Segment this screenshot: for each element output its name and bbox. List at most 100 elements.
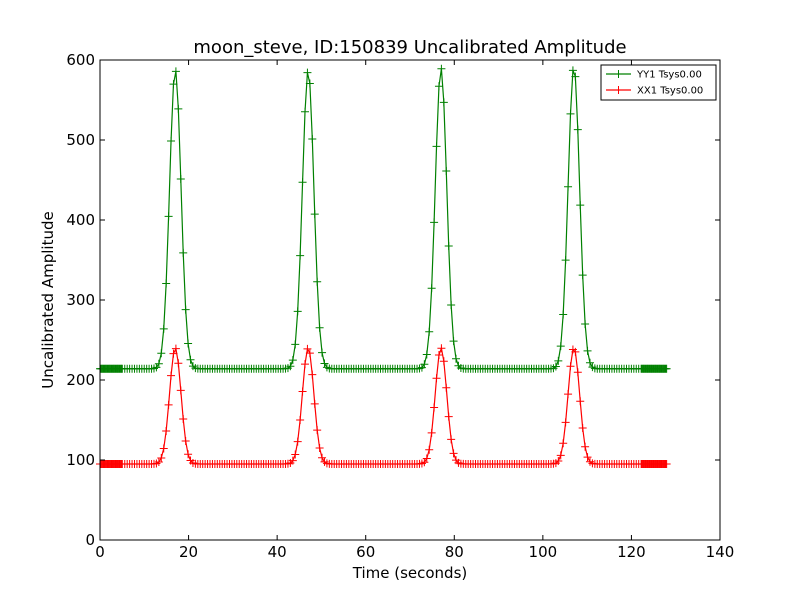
series-0 [96, 64, 671, 373]
series-0-point [308, 135, 317, 144]
series-1-point [293, 437, 302, 446]
series-1-point [422, 454, 431, 463]
series-0-point [315, 323, 324, 332]
series-1-point [184, 450, 193, 459]
series-1-point [174, 359, 183, 368]
series-0-point [447, 301, 456, 310]
series-1-point [447, 435, 456, 444]
series-0-point [291, 340, 300, 349]
series-0-point [154, 359, 163, 368]
series-1-point [288, 456, 297, 465]
series-0-point [662, 364, 671, 373]
series-1-point [313, 426, 322, 435]
series-0-point [439, 98, 448, 107]
legend-box [600, 64, 717, 101]
series-0-point [186, 355, 195, 364]
series-0-point [184, 339, 193, 348]
series-1-point [318, 453, 327, 462]
series-1-point [564, 390, 573, 399]
x-tick-label-2: 40 [268, 543, 287, 561]
series-1-point [444, 412, 453, 421]
series-0-point [442, 166, 451, 175]
series-1-point [561, 418, 570, 427]
series-0-point [162, 279, 171, 288]
series-0-point [303, 68, 312, 77]
series-1-point [298, 387, 307, 396]
x-tick-label-7: 140 [706, 543, 735, 561]
legend: YY1 Tsys0.00 XX1 Tsys0.00 [600, 64, 717, 101]
legend-entry-1: XX1 Tsys0.00 [606, 86, 703, 97]
series-0-point [444, 241, 453, 250]
series-0-point [576, 201, 585, 210]
series-1-point [566, 362, 575, 371]
series-0-point [449, 337, 458, 346]
y-tick-label-2: 200 [66, 371, 95, 389]
y-axis-label: Uncalibrated Amplitude [39, 211, 57, 388]
series-0-point [554, 356, 563, 365]
series-0-point [179, 248, 188, 257]
series-0-point [293, 307, 302, 316]
series-1-point [308, 370, 317, 379]
y-tick-label-4: 400 [66, 211, 95, 229]
y-tick-label-5: 500 [66, 131, 95, 149]
series-1-point [310, 399, 319, 408]
series-0-point [157, 349, 166, 358]
series-1-point [171, 344, 180, 353]
x-tick-label-4: 80 [445, 543, 464, 561]
series-0-point [300, 107, 309, 116]
series-0-point [296, 251, 305, 260]
series-1-point [662, 460, 671, 468]
series-0-point [452, 354, 461, 363]
series-0-point [566, 109, 575, 118]
tick-layer: 0 20 40 60 80 100 120 140 0 100 200 300 400 500 600 [66, 51, 734, 561]
series-1-point [296, 415, 305, 424]
series-0-point [432, 142, 441, 151]
series-0-point [578, 271, 587, 280]
series-0-point [561, 256, 570, 265]
series-0-point [286, 362, 295, 371]
series-1-point [556, 451, 565, 460]
x-axis-label: Time (seconds) [352, 564, 468, 582]
series-1-point [291, 450, 300, 459]
series-1-point [167, 371, 176, 380]
series-1-point [181, 437, 190, 446]
series-0-point [288, 356, 297, 365]
legend-marker-1 [614, 86, 623, 94]
series-0-point [181, 305, 190, 314]
series-1-point [169, 349, 178, 358]
series-0-point [551, 362, 560, 371]
series-0-point [169, 80, 178, 89]
series-0-point [305, 79, 314, 88]
series-0-point [427, 284, 436, 293]
series-1-point [573, 368, 582, 377]
series-0-point [430, 218, 439, 227]
series-1-point [554, 456, 563, 465]
x-tick-label-0: 0 [95, 543, 105, 561]
series-1-point [442, 383, 451, 392]
legend-label-0: YY1 Tsys0.00 [636, 70, 702, 81]
series-0-point [313, 277, 322, 286]
series-1-point [154, 458, 163, 467]
series-1-point [437, 344, 446, 353]
series-1-point [559, 439, 568, 448]
series-1-point [315, 444, 324, 453]
series-1-point [164, 400, 173, 409]
series-0-point [583, 346, 592, 355]
series-0-point [564, 182, 573, 191]
series-0-point [434, 82, 443, 91]
series-0-point [568, 66, 577, 75]
series-1-point [439, 357, 448, 366]
legend-entry-0: YY1 Tsys0.00 [606, 70, 702, 81]
series-0-point [159, 324, 168, 333]
x-tick-label-6: 120 [617, 543, 646, 561]
series-0-point [571, 72, 580, 81]
series-0-point [559, 310, 568, 319]
series-1-point [176, 386, 185, 395]
series-0-point [174, 104, 183, 113]
series-0-point [425, 327, 434, 336]
series-0-point [167, 137, 176, 146]
legend-label-1: XX1 Tsys0.00 [637, 86, 703, 97]
series-layer [96, 64, 671, 468]
series-1-point [162, 426, 171, 435]
